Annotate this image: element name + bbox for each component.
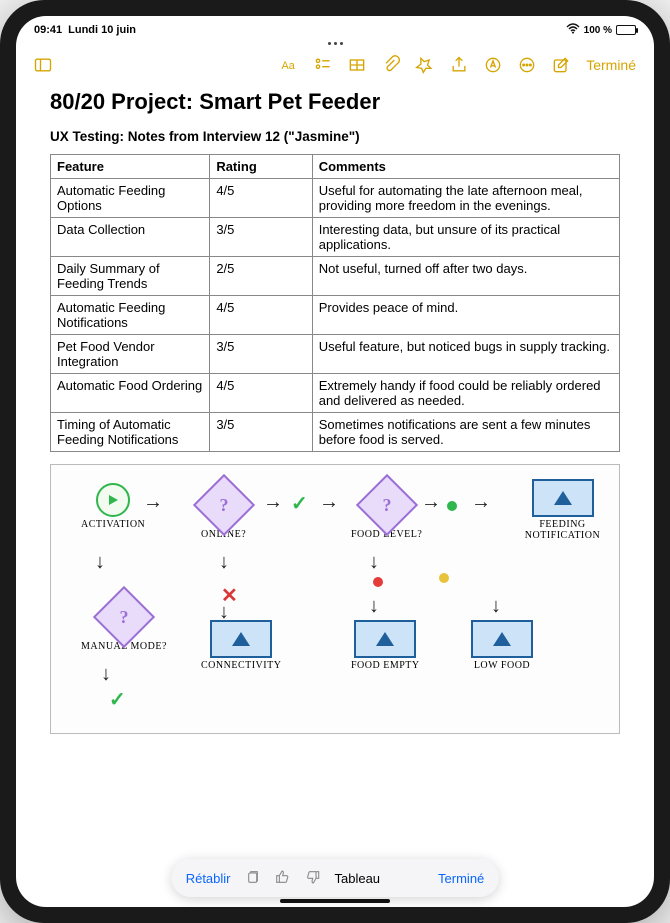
- flow-arrow: ↓: [491, 595, 501, 618]
- flow-arrow: →: [263, 491, 283, 514]
- table-cell[interactable]: 3/5: [210, 335, 312, 374]
- table-cell[interactable]: 3/5: [210, 413, 312, 452]
- table-cell[interactable]: Timing of Automatic Feeding Notification…: [51, 413, 210, 452]
- attachment-icon[interactable]: [378, 52, 404, 78]
- table-cell[interactable]: Not useful, turned off after two days.: [312, 257, 619, 296]
- table-row[interactable]: Pet Food Vendor Integration3/5Useful fea…: [51, 335, 620, 374]
- table-row[interactable]: Automatic Feeding Options4/5Useful for a…: [51, 179, 620, 218]
- ratings-table[interactable]: FeatureRatingComments Automatic Feeding …: [50, 154, 620, 452]
- compose-icon[interactable]: [548, 52, 574, 78]
- flow-node-foodlevel: ?Food Level?: [351, 483, 422, 540]
- table-row[interactable]: Automatic Feeding Notifications4/5Provid…: [51, 296, 620, 335]
- flow-arrow: →: [319, 491, 339, 514]
- thumbs-up-icon[interactable]: [275, 869, 291, 888]
- table-header[interactable]: Feature: [51, 155, 210, 179]
- table-cell[interactable]: Automatic Food Ordering: [51, 374, 210, 413]
- table-header[interactable]: Comments: [312, 155, 619, 179]
- wifi-icon: [566, 23, 580, 37]
- table-cell[interactable]: Data Collection: [51, 218, 210, 257]
- flow-arrow: ↓: [369, 595, 379, 618]
- table-cell[interactable]: Interesting data, but unsure of its prac…: [312, 218, 619, 257]
- flow-node-manual: ?Manual Mode?: [81, 595, 167, 652]
- pill-label: Tableau: [335, 871, 381, 886]
- flow-arrow: ↓: [101, 663, 111, 686]
- flow-arrow: →: [421, 491, 441, 514]
- flow-node-feednotif: Feeding Notification: [506, 479, 619, 541]
- restore-button[interactable]: Rétablir: [186, 871, 231, 886]
- table-cell[interactable]: Useful for automating the late afternoon…: [312, 179, 619, 218]
- table-cell[interactable]: Provides peace of mind.: [312, 296, 619, 335]
- table-cell[interactable]: Extremely handy if food could be reliabl…: [312, 374, 619, 413]
- flow-dot: [439, 573, 449, 583]
- table-header[interactable]: Rating: [210, 155, 312, 179]
- table-cell[interactable]: Sometimes notifications are sent a few m…: [312, 413, 619, 452]
- table-row[interactable]: Automatic Food Ordering4/5Extremely hand…: [51, 374, 620, 413]
- flow-node-foodempty: Food Empty: [351, 620, 420, 671]
- flow-arrow: →: [471, 491, 491, 514]
- table-cell[interactable]: Automatic Feeding Options: [51, 179, 210, 218]
- flow-mark: ✓: [109, 687, 126, 712]
- table-cell[interactable]: Automatic Feeding Notifications: [51, 296, 210, 335]
- done-button[interactable]: Terminé: [582, 57, 640, 73]
- svg-text:Aa: Aa: [282, 60, 296, 72]
- suggestion-pill: Rétablir Tableau Terminé: [172, 859, 499, 897]
- markup-icon[interactable]: [480, 52, 506, 78]
- flow-node-online: ?Online?: [201, 483, 246, 540]
- battery-text: 100 %: [584, 25, 612, 36]
- table-cell[interactable]: 3/5: [210, 218, 312, 257]
- status-date: Lundi 10 juin: [68, 24, 136, 36]
- ai-sparkle-icon[interactable]: [412, 52, 438, 78]
- battery-icon: [616, 25, 636, 35]
- flow-mark: ✓: [291, 491, 308, 516]
- flow-arrow: ↓: [369, 551, 379, 574]
- note-subtitle: UX Testing: Notes from Interview 12 ("Ja…: [50, 129, 620, 144]
- table-row[interactable]: Timing of Automatic Feeding Notification…: [51, 413, 620, 452]
- flow-mark: ✕: [221, 583, 238, 608]
- table-icon[interactable]: [344, 52, 370, 78]
- ipad-frame: 09:41 Lundi 10 juin 100 % Aa: [0, 0, 670, 923]
- flow-node-connectivity: Connectivity: [201, 620, 281, 671]
- table-row[interactable]: Daily Summary of Feeding Trends2/5Not us…: [51, 257, 620, 296]
- format-text-icon[interactable]: Aa: [276, 52, 302, 78]
- multitask-dots[interactable]: [16, 40, 654, 47]
- home-indicator[interactable]: [280, 899, 390, 903]
- table-row[interactable]: Data Collection3/5Interesting data, but …: [51, 218, 620, 257]
- table-cell[interactable]: 2/5: [210, 257, 312, 296]
- copy-icon[interactable]: [245, 869, 261, 888]
- flow-arrow: ↓: [219, 551, 229, 574]
- screen: 09:41 Lundi 10 juin 100 % Aa: [16, 16, 654, 907]
- table-cell[interactable]: Pet Food Vendor Integration: [51, 335, 210, 374]
- thumbs-down-icon[interactable]: [305, 869, 321, 888]
- note-title: 80/20 Project: Smart Pet Feeder: [50, 89, 620, 115]
- more-icon[interactable]: [514, 52, 540, 78]
- checklist-icon[interactable]: [310, 52, 336, 78]
- share-icon[interactable]: [446, 52, 472, 78]
- flow-dot: [447, 501, 457, 511]
- table-cell[interactable]: Daily Summary of Feeding Trends: [51, 257, 210, 296]
- sidebar-toggle-icon[interactable]: [30, 52, 56, 78]
- table-cell[interactable]: Useful feature, but noticed bugs in supp…: [312, 335, 619, 374]
- status-time: 09:41: [34, 24, 62, 36]
- flow-dot: [373, 577, 383, 587]
- table-cell[interactable]: 4/5: [210, 374, 312, 413]
- flow-node-lowfood: Low Food: [471, 620, 533, 671]
- note-content: 80/20 Project: Smart Pet Feeder UX Testi…: [16, 83, 654, 907]
- flow-node-activation: Activation: [81, 483, 145, 530]
- flow-arrow: →: [143, 491, 163, 514]
- table-cell[interactable]: 4/5: [210, 179, 312, 218]
- pill-done-button[interactable]: Terminé: [438, 871, 484, 886]
- flow-arrow: ↓: [95, 551, 105, 574]
- note-toolbar: Aa: [16, 47, 654, 83]
- flowchart-sketch[interactable]: Activation ?Online? ?Food Level? Feeding No…: [50, 464, 620, 734]
- status-bar: 09:41 Lundi 10 juin 100 %: [16, 16, 654, 40]
- table-cell[interactable]: 4/5: [210, 296, 312, 335]
